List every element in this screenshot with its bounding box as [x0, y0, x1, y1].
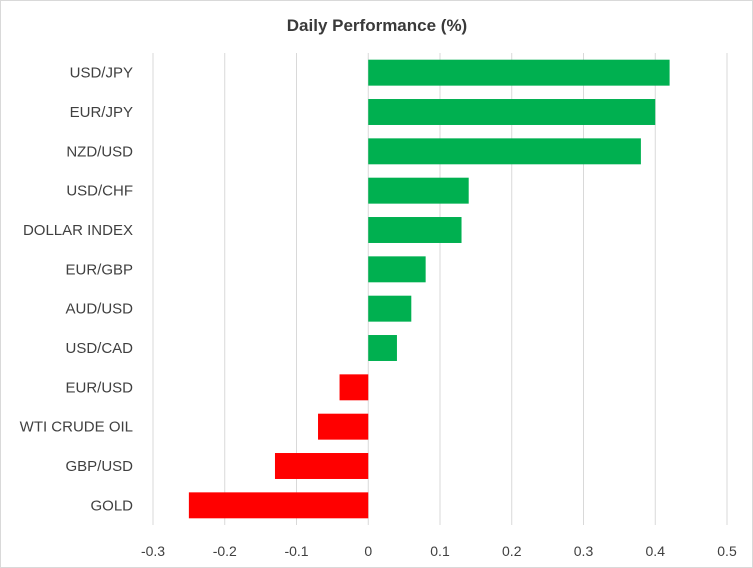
grid-lines [152, 53, 728, 525]
bar-nzd-usd [368, 138, 641, 165]
x-axis-tick-labels: -0.3 -0.2 -0.1 0 0.1 0.2 0.3 0.4 0.5 [141, 543, 737, 559]
bar-usd-jpy [368, 59, 670, 86]
category-label: USD/CHF [66, 183, 133, 200]
bar-gold [188, 492, 369, 519]
bar-eur-jpy [368, 99, 656, 125]
category-label: DOLLAR INDEX [23, 222, 133, 239]
category-label: USD/CAD [65, 340, 133, 357]
bar-gbp-usd [274, 453, 369, 479]
x-tick-label: 0.4 [646, 543, 666, 559]
x-tick-label: -0.1 [284, 543, 308, 559]
x-tick-label: 0.3 [574, 543, 594, 559]
x-tick-label: 0.1 [430, 543, 450, 559]
x-tick-label: -0.3 [141, 543, 165, 559]
chart-title: Daily Performance (%) [287, 16, 467, 35]
bar-aud-usd [368, 295, 412, 322]
category-label: AUD/USD [65, 301, 133, 318]
category-label: USD/JPY [70, 65, 133, 82]
category-label: EUR/JPY [70, 104, 133, 121]
category-label: WTI CRUDE OIL [20, 419, 133, 436]
bar-usd-cad [368, 335, 397, 361]
category-label: GOLD [90, 497, 133, 514]
x-tick-label: 0.5 [717, 543, 737, 559]
bar-eur-usd [339, 374, 369, 401]
x-tick-label: -0.2 [213, 543, 237, 559]
bar-dollar-index [368, 217, 462, 243]
category-label: EUR/USD [65, 379, 133, 396]
x-tick-label: 0 [364, 543, 372, 559]
bar-usd-chf [368, 177, 469, 204]
bar-wti-crude-oil [318, 413, 369, 440]
category-labels: USD/JPY EUR/JPY NZD/USD USD/CHF DOLLAR INDEX… [20, 65, 134, 515]
bars [188, 59, 670, 519]
x-tick-label: 0.2 [502, 543, 522, 559]
category-label: NZD/USD [66, 143, 133, 160]
category-label: GBP/USD [65, 458, 133, 475]
category-label: EUR/GBP [65, 261, 133, 278]
bar-eur-gbp [368, 256, 426, 283]
